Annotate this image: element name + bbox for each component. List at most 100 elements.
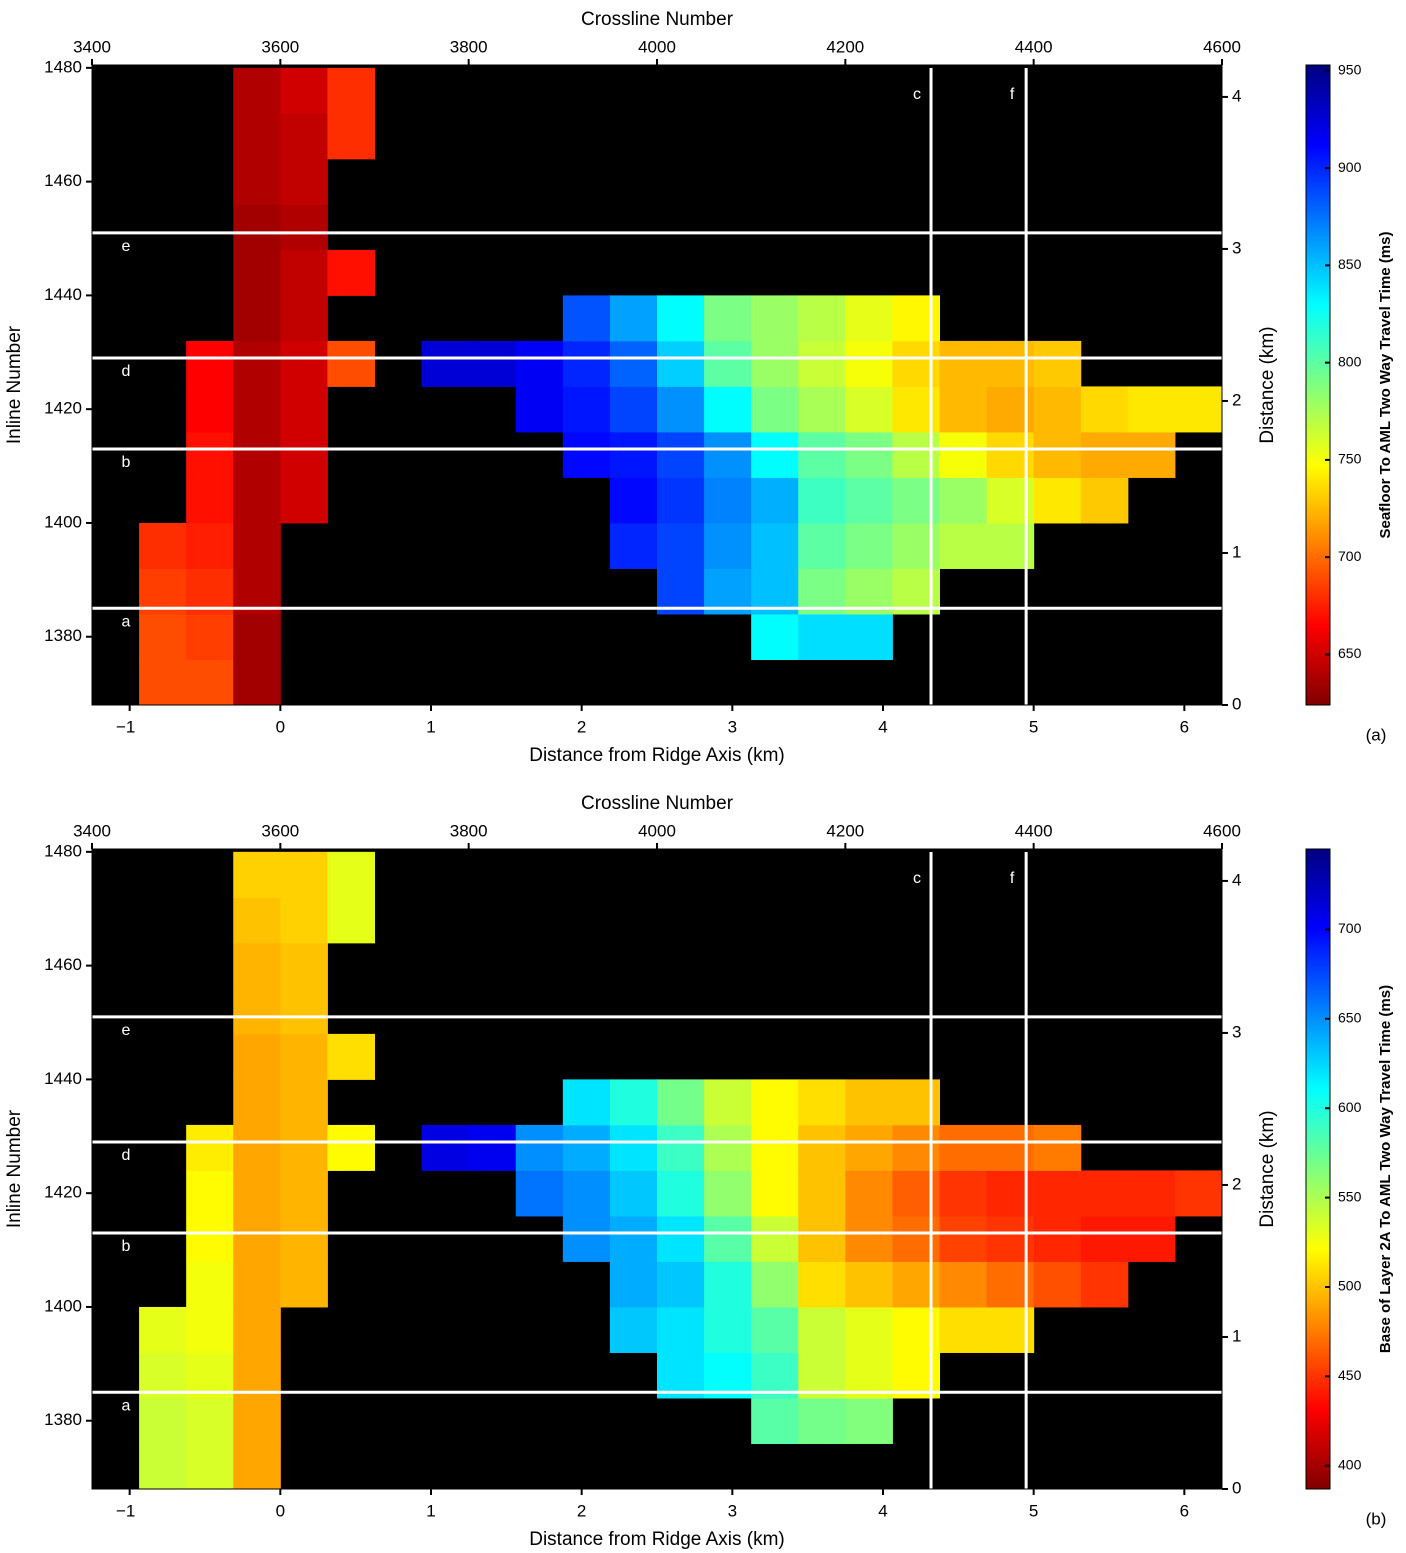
heatmap-cell [657, 431, 705, 478]
heatmap-cell [798, 522, 846, 569]
x-top-tick-label: 4600 [1203, 37, 1241, 56]
y2-tick-label: 1 [1232, 1326, 1241, 1345]
heatmap-cell [657, 522, 705, 569]
x-bottom-tick-label: 6 [1180, 1501, 1189, 1520]
heatmap-cell [280, 204, 328, 251]
heatmap-cell [845, 1170, 893, 1217]
heatmap-cell [233, 1215, 281, 1262]
colorbar-tick-label: 750 [1338, 451, 1362, 467]
y2-tick-label: 1 [1232, 542, 1241, 561]
y2-tick-label: 4 [1232, 86, 1241, 105]
heatmap-cell [139, 1306, 187, 1353]
heatmap-cell [515, 1170, 564, 1217]
x-bottom-tick-label: 3 [728, 717, 737, 736]
heatmap-cell [657, 1124, 705, 1171]
heatmap-cell [704, 1170, 752, 1217]
heatmap-cell [892, 1124, 940, 1171]
heatmap-cell [657, 295, 705, 342]
heatmap-cell [939, 340, 988, 387]
heatmap-cell [845, 340, 893, 387]
x-top-tick-label: 3600 [261, 37, 299, 56]
x-bottom-tick-label: 5 [1029, 1501, 1038, 1520]
heatmap-cell [233, 67, 281, 114]
x-bottom-tick-label: 0 [276, 1501, 285, 1520]
heatmap-cell [280, 158, 328, 205]
heatmap-cell [751, 340, 799, 387]
heatmap-cell [657, 477, 705, 524]
heatmap-cell [845, 1079, 893, 1126]
heatmap-cell [657, 1261, 705, 1308]
heatmap-cell [657, 1215, 705, 1262]
heatmap-cell [186, 477, 234, 524]
heatmap-cell [327, 113, 375, 160]
y-tick-label: 1440 [44, 285, 82, 304]
heatmap-cell [845, 1261, 893, 1308]
heatmap-cell [233, 522, 281, 569]
heatmap-cell [515, 386, 564, 433]
heatmap-cell [609, 1261, 658, 1308]
heatmap-cell [751, 1397, 799, 1444]
x-bottom-tick-label: 1 [426, 717, 435, 736]
heatmap-cell [1033, 431, 1082, 478]
x-bottom-tick-label: −1 [116, 717, 135, 736]
heatmap-cell [609, 340, 658, 387]
heatmap-cell [233, 1397, 281, 1444]
profile-label: d [122, 363, 131, 380]
heatmap-cell [233, 988, 281, 1035]
x-top-tick-label: 4000 [638, 821, 676, 840]
profile-label: f [1010, 86, 1015, 103]
x-bottom-tick-label: 4 [878, 717, 887, 736]
y-tick-label: 1400 [44, 1296, 82, 1315]
heatmap-cell [233, 659, 281, 706]
heatmap-cell [939, 477, 988, 524]
heatmap-cell [609, 477, 658, 524]
heatmap-cell [1080, 1215, 1129, 1262]
heatmap-cell [233, 204, 281, 251]
x-top-tick-label: 3800 [450, 821, 488, 840]
x-bottom-tick-label: 0 [276, 717, 285, 736]
colorbar-title: Seafloor To AML Two Way Travel Time (ms) [1377, 231, 1394, 538]
x-bottom-tick-label: 6 [1180, 717, 1189, 736]
heatmap-cell [1033, 386, 1082, 433]
heatmap-cell [233, 1170, 281, 1217]
heatmap-cell [233, 1261, 281, 1308]
heatmap-cell [186, 386, 234, 433]
x-bottom-tick-label: 5 [1029, 717, 1038, 736]
heatmap-cell [562, 340, 611, 387]
y-tick-label: 1460 [44, 171, 82, 190]
x-top-axis-title: Crossline Number [581, 9, 734, 30]
profile-label: d [122, 1147, 131, 1164]
heatmap-cell [280, 1124, 328, 1171]
heatmap-cell [186, 431, 234, 478]
y2-tick-label: 3 [1232, 1022, 1241, 1041]
heatmap-cell [704, 477, 752, 524]
heatmap-cell [327, 249, 375, 296]
heatmap-cell [939, 386, 988, 433]
heatmap-cell [233, 249, 281, 296]
heatmap-cell [280, 295, 328, 342]
heatmap-cell [233, 477, 281, 524]
x-top-tick-label: 4200 [826, 37, 864, 56]
heatmap-cell [704, 295, 752, 342]
heatmap-cell [892, 1079, 940, 1126]
y-tick-label: 1460 [44, 955, 82, 974]
heatmap-cell [327, 851, 375, 898]
profile-label: b [122, 454, 131, 471]
y-tick-label: 1420 [44, 399, 82, 418]
y2-tick-label: 0 [1232, 1478, 1241, 1497]
heatmap-cell [751, 613, 799, 660]
x-top-tick-label: 4000 [638, 37, 676, 56]
heatmap-cell [562, 431, 611, 478]
colorbar-title: Base of Layer 2A To AML Two Way Travel T… [1377, 985, 1394, 1353]
heatmap-cell [186, 1397, 234, 1444]
heatmap-cell [468, 340, 517, 387]
profile-label: e [122, 1022, 131, 1039]
heatmap-cell [845, 522, 893, 569]
colorbar-tick-label: 500 [1338, 1278, 1362, 1294]
profile-label: a [122, 614, 131, 631]
heatmap-cell [1127, 386, 1176, 433]
y2-tick-label: 0 [1232, 694, 1241, 713]
y-axis-title: Inline Number [4, 325, 25, 444]
heatmap-cell [939, 1170, 988, 1217]
profile-label: c [913, 870, 921, 887]
